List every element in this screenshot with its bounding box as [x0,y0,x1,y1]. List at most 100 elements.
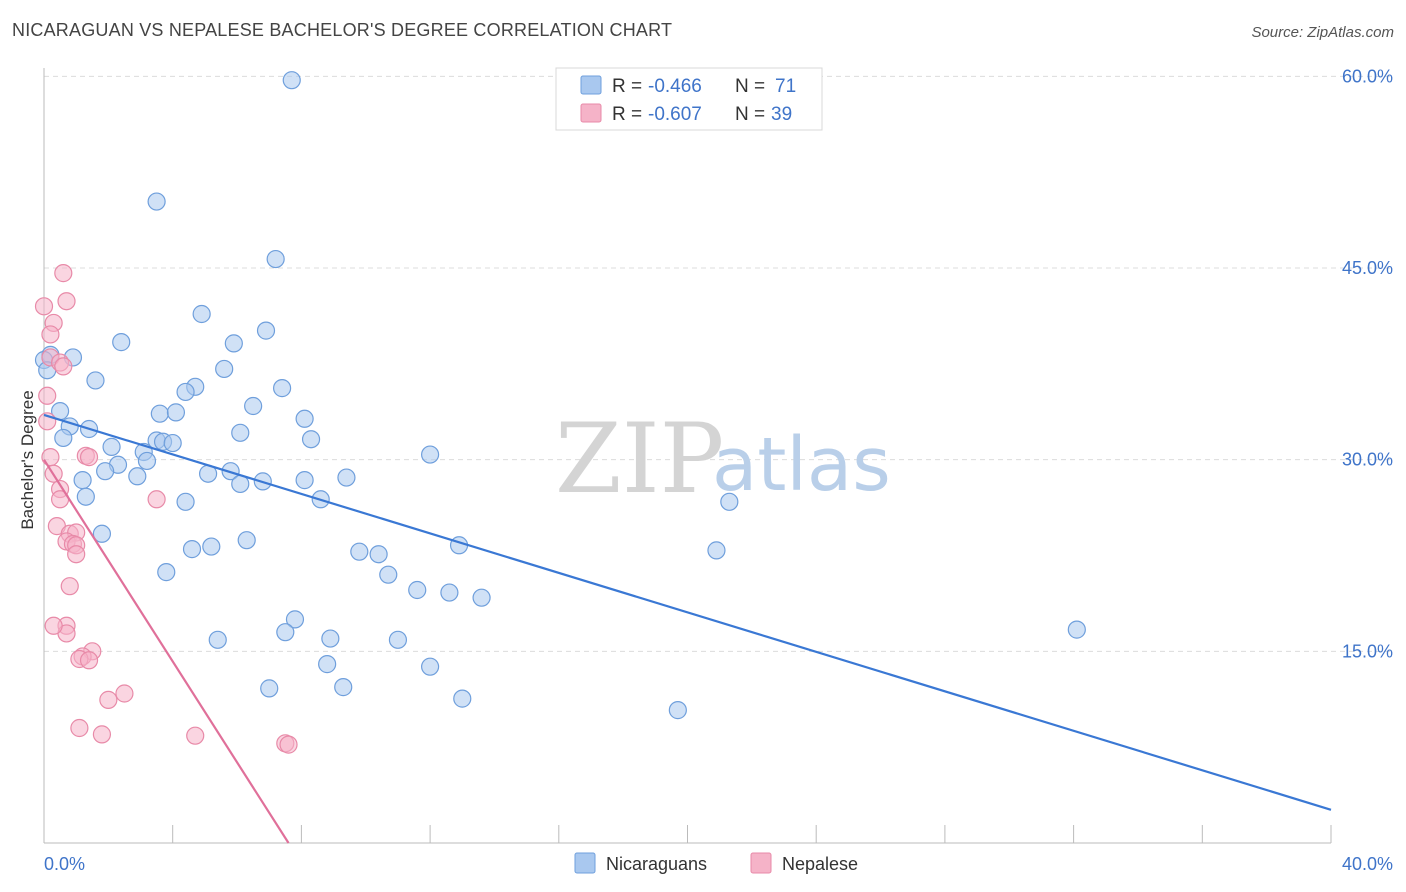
grid-lines [44,75,1393,652]
nicaraguan-point [379,565,398,584]
nicaraguan-point [295,471,314,490]
nicaraguan-point [215,359,234,379]
legend-n-label-1: N = [735,76,765,97]
nicaraguan-point [272,379,292,398]
nicaraguans-trend-line [43,413,1332,811]
watermark: ZIP atlas [555,403,891,515]
nicaraguan-point [176,382,195,402]
nicaraguan-point [260,679,279,698]
nicaraguan-point [86,371,105,390]
nicaraguan-point [295,409,314,428]
nepalese-point [147,490,166,509]
nepalese-point [54,264,73,283]
nicaraguan-point [282,71,301,90]
nepalese-point [99,690,118,709]
nepalese-point [279,735,298,754]
nicaraguan-point [334,678,353,697]
series-legend: Nicaraguans Nepalese [574,852,858,874]
bottom-legend-swatch-nepalese [750,852,772,874]
nicaraguan-point [102,437,121,456]
nicaraguan-point [453,689,472,708]
nepalese-point [54,357,73,376]
x-axis-ticks [172,825,1332,843]
watermark-zip: ZIP [555,403,724,515]
nicaraguan-point [147,192,166,211]
y-axis-tick-labels: 15.0% 30.0% 45.0% 60.0% [1342,66,1393,661]
nicaraguan-point [720,492,739,511]
nepalese-points [34,264,298,754]
nicaraguan-point [202,537,221,556]
nicaraguan-point [96,462,115,481]
legend-r-value-1: -0.466 [648,76,702,97]
bottom-legend-swatch-nicaraguans [574,852,596,874]
nicaraguan-point [388,630,408,649]
nicaraguan-point [224,334,243,353]
nicaraguan-point [318,655,337,674]
nicaraguan-point [472,588,491,607]
nepalese-point [115,684,134,703]
y-tick-label-15: 15.0% [1342,641,1393,661]
y-tick-label-30: 30.0% [1342,450,1393,470]
nicaraguan-point [301,430,321,449]
nicaraguan-point [112,333,131,352]
nicaraguan-point [166,403,186,422]
nicaraguan-point [92,524,112,543]
nepalese-point [38,386,57,405]
nepalese-point [186,726,205,745]
nicaraguan-point [244,396,263,416]
nepalese-point [44,616,63,635]
nepalese-point [41,325,60,344]
x-tick-label-min: 0.0% [44,854,85,874]
nicaraguan-point [128,467,147,486]
nepalese-point [57,292,76,311]
legend-r-label-2: R = [612,104,642,125]
nicaraguan-point [707,541,726,560]
x-tick-label-max: 40.0% [1342,854,1393,874]
nepalese-point [67,545,86,564]
source-credit: Source: ZipAtlas.com [1251,24,1394,41]
bottom-legend-label-nepalese: Nepalese [782,854,858,874]
trend-lines [43,413,1332,844]
nicaraguan-point [176,492,195,511]
legend-n-value-1: 71 [775,76,796,97]
nicaraguan-point [76,487,95,506]
nicaraguan-point [321,629,340,648]
nicaraguan-point [350,542,369,561]
nicaraguan-point [266,249,285,269]
nicaraguan-point [276,623,295,642]
nicaraguan-point [182,540,202,559]
nepalese-point [79,448,99,467]
nepalese-point [60,577,79,596]
legend-n-label-2: N = [735,104,765,125]
legend-n-value-2: 39 [771,104,792,125]
nicaraguan-point [256,321,276,340]
legend-r-value-2: -0.607 [648,104,702,125]
nicaraguan-point [337,468,356,487]
nepalese-point [70,718,89,738]
chart-title: NICARAGUAN VS NEPALESE BACHELOR'S DEGREE… [12,20,673,40]
nicaraguan-point [208,630,227,649]
nepalese-point [92,725,112,744]
nicaraguan-point [369,545,388,564]
nicaraguan-point [54,428,73,448]
nicaraguan-point [137,451,157,471]
stats-legend: R = -0.466 N = 71 R = -0.607 N = 39 [555,67,823,131]
bottom-legend-label-nicaraguans: Nicaraguans [606,854,707,874]
nepalese-point [79,651,99,670]
nicaraguan-point [421,657,440,676]
nicaraguan-point [157,563,176,582]
nicaraguan-point [421,445,440,464]
y-tick-label-60: 60.0% [1342,66,1393,86]
nicaraguan-point [231,423,250,442]
y-tick-label-45: 45.0% [1342,258,1393,278]
nepalese-point [41,448,60,467]
legend-swatch-nicaraguans [580,75,602,95]
nicaraguan-point [1067,620,1086,639]
nicaraguan-point [285,610,305,629]
nicaraguans-points [34,71,1086,720]
nicaraguan-point [73,471,92,490]
nicaraguan-point [668,701,687,720]
nicaraguan-point [237,531,256,550]
nepalese-point [34,297,54,316]
